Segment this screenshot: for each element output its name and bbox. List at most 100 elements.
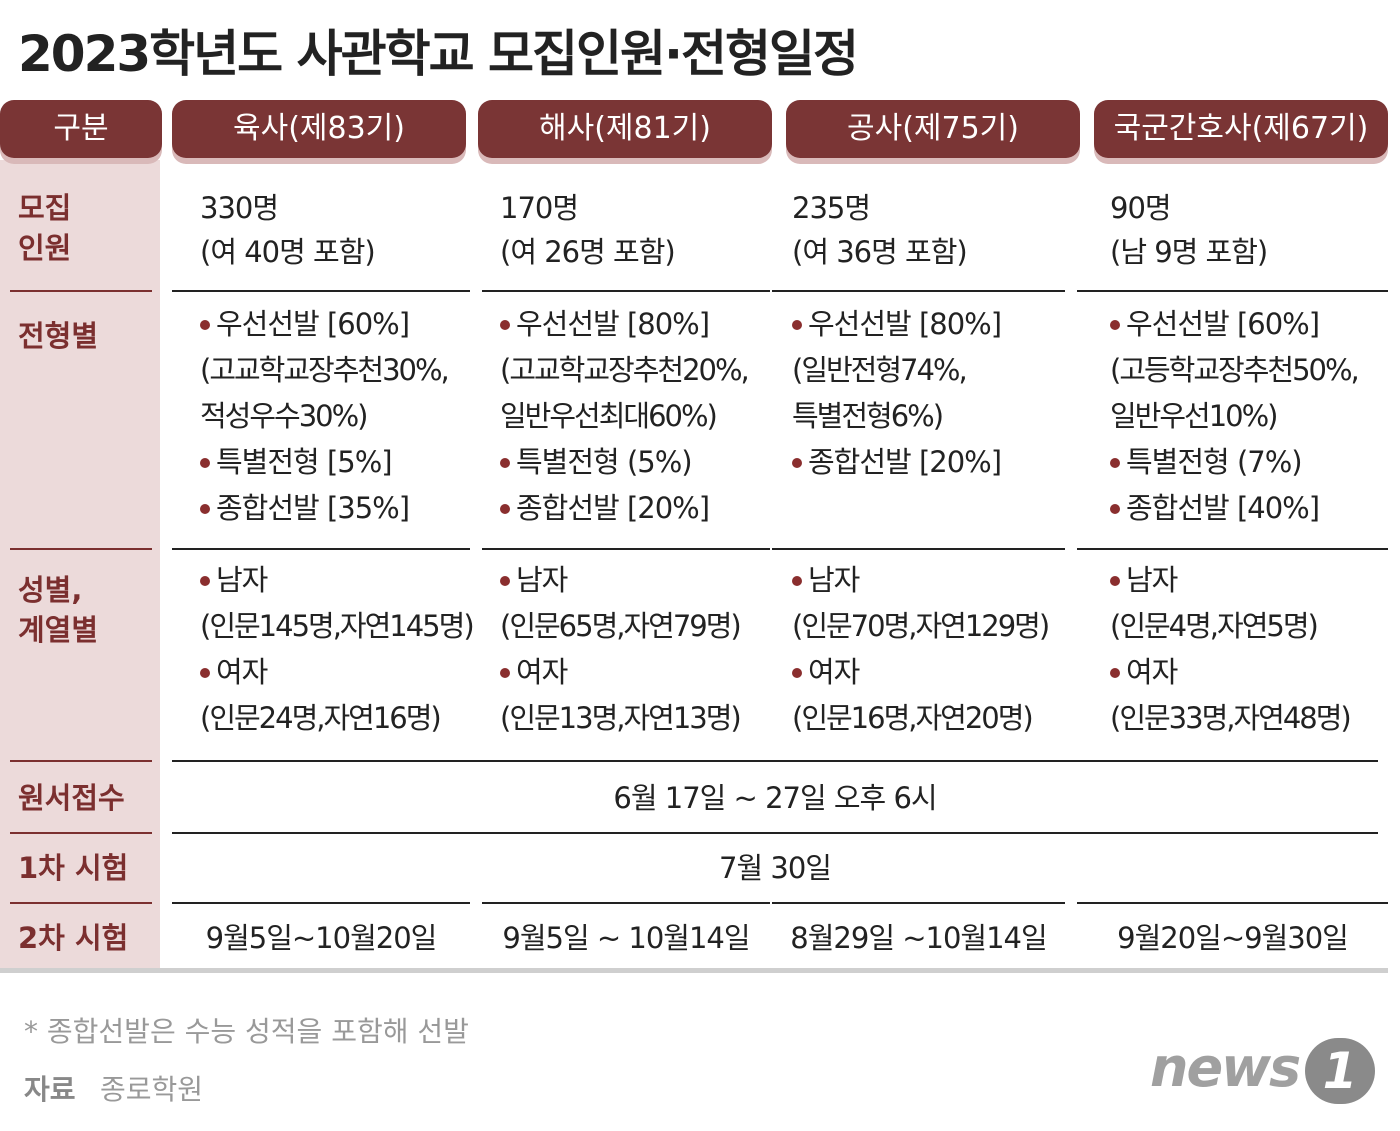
bullet bbox=[200, 458, 210, 468]
label-rule bbox=[10, 902, 152, 904]
bullet bbox=[1110, 320, 1120, 330]
bullet bbox=[1110, 458, 1120, 468]
row-rule bbox=[772, 290, 1065, 292]
cell-line: (여 40명 포함) bbox=[200, 235, 376, 269]
row-label: 2차 시험 bbox=[18, 921, 129, 955]
row-label: 계열별 bbox=[18, 613, 99, 647]
cell: 9월20일~9월30일 bbox=[1117, 921, 1349, 955]
item-title: 남자 bbox=[216, 563, 268, 597]
item-detail: (일반전형74%, bbox=[792, 353, 968, 387]
logo: news bbox=[1150, 1036, 1301, 1099]
bullet bbox=[500, 668, 510, 678]
item-title: 특별전형 (7%) bbox=[1126, 445, 1303, 479]
row-rule bbox=[172, 902, 470, 904]
bullet bbox=[1110, 504, 1120, 514]
item-detail: 특별전형6%) bbox=[792, 399, 944, 433]
item-detail: (인문145명,자연145명) bbox=[200, 609, 475, 643]
bullet bbox=[1110, 576, 1120, 586]
item-detail: (인문24명,자연16명) bbox=[200, 701, 442, 735]
row-rule bbox=[1077, 902, 1388, 904]
bullet bbox=[200, 320, 210, 330]
item-title: 우선선발 [80%] bbox=[516, 307, 710, 341]
cell-line: 170명 bbox=[500, 191, 579, 225]
cell-line: 330명 bbox=[200, 191, 279, 225]
span-cell: 6월 17일 ~ 27일 오후 6시 bbox=[613, 781, 937, 815]
bullet bbox=[500, 504, 510, 514]
bottom-rule bbox=[0, 968, 1388, 973]
item-detail: (인문33명,자연48명) bbox=[1110, 701, 1352, 735]
item-title: 특별전형 [5%] bbox=[216, 445, 393, 479]
cell: 9월5일~10월20일 bbox=[205, 921, 438, 955]
item-title: 우선선발 [60%] bbox=[1126, 307, 1320, 341]
item-detail: (인문65명,자연79명) bbox=[500, 609, 742, 643]
logo-mark: 1 bbox=[1305, 1038, 1375, 1104]
item-title: 남자 bbox=[808, 563, 860, 597]
note: * 종합선발은 수능 성적을 포함해 선발 bbox=[24, 1015, 469, 1048]
item-title: 여자 bbox=[216, 655, 268, 689]
bullet bbox=[200, 504, 210, 514]
item-detail: (고등학교장추천50%, bbox=[1110, 353, 1360, 387]
item-title: 여자 bbox=[1126, 655, 1178, 689]
bullet bbox=[792, 320, 802, 330]
cell-line: 235명 bbox=[792, 191, 871, 225]
source: 종로학원 bbox=[100, 1073, 204, 1106]
row-rule bbox=[172, 548, 470, 550]
item-detail: (고교학교장추천30%, bbox=[200, 353, 450, 387]
label-rule bbox=[10, 290, 152, 292]
cell-line: (여 26명 포함) bbox=[500, 235, 676, 269]
row-rule bbox=[172, 832, 1378, 834]
item-detail: 일반우선10%) bbox=[1110, 399, 1278, 433]
cell-line: (여 36명 포함) bbox=[792, 235, 968, 269]
item-detail: (인문4명,자연5명) bbox=[1110, 609, 1319, 643]
row-rule bbox=[772, 902, 1065, 904]
row-label: 원서접수 bbox=[18, 781, 125, 815]
item-title: 우선선발 [60%] bbox=[216, 307, 410, 341]
row-rule bbox=[482, 290, 770, 292]
header-tab: 육사(제83기) bbox=[172, 100, 466, 158]
item-detail: 일반우선최대60%) bbox=[500, 399, 718, 433]
title: 2023학년도 사관학교 모집인원·전형일정 bbox=[18, 25, 859, 83]
header-tab: 구분 bbox=[0, 100, 162, 158]
bullet bbox=[792, 576, 802, 586]
item-title: 남자 bbox=[1126, 563, 1178, 597]
row-label: 전형별 bbox=[18, 319, 99, 353]
source-label: 자료 bbox=[24, 1073, 76, 1106]
item-title: 종합선발 [20%] bbox=[516, 491, 710, 525]
bullet bbox=[200, 668, 210, 678]
row-rule bbox=[1077, 548, 1388, 550]
bullet bbox=[792, 458, 802, 468]
label-rule bbox=[10, 548, 152, 550]
label-column bbox=[0, 160, 160, 970]
row-rule bbox=[482, 902, 770, 904]
row-label: 모집 bbox=[18, 191, 72, 225]
cell: 8월29일 ~10월14일 bbox=[790, 921, 1047, 955]
item-detail: (인문16명,자연20명) bbox=[792, 701, 1034, 735]
item-title: 여자 bbox=[516, 655, 568, 689]
item-title: 여자 bbox=[808, 655, 860, 689]
bullet bbox=[500, 458, 510, 468]
item-title: 우선선발 [80%] bbox=[808, 307, 1002, 341]
item-detail: (고교학교장추천20%, bbox=[500, 353, 750, 387]
row-rule bbox=[1077, 290, 1388, 292]
header-tab: 공사(제75기) bbox=[786, 100, 1080, 158]
item-detail: (인문13명,자연13명) bbox=[500, 701, 742, 735]
header-tab: 해사(제81기) bbox=[478, 100, 772, 158]
row-label: 성별, bbox=[18, 573, 83, 607]
bullet bbox=[792, 668, 802, 678]
row-label: 1차 시험 bbox=[18, 851, 129, 885]
span-cell: 7월 30일 bbox=[719, 851, 832, 885]
row-rule bbox=[172, 760, 1378, 762]
bullet bbox=[200, 576, 210, 586]
item-title: 종합선발 [20%] bbox=[808, 445, 1002, 479]
item-detail: 적성우수30%) bbox=[200, 399, 368, 433]
cell-line: (남 9명 포함) bbox=[1110, 235, 1268, 269]
bullet bbox=[500, 576, 510, 586]
item-title: 남자 bbox=[516, 563, 568, 597]
cell: 9월5일 ~ 10월14일 bbox=[502, 921, 750, 955]
row-rule bbox=[772, 548, 1065, 550]
row-rule bbox=[172, 290, 470, 292]
row-rule bbox=[482, 548, 770, 550]
bullet bbox=[1110, 668, 1120, 678]
cell-line: 90명 bbox=[1110, 191, 1172, 225]
